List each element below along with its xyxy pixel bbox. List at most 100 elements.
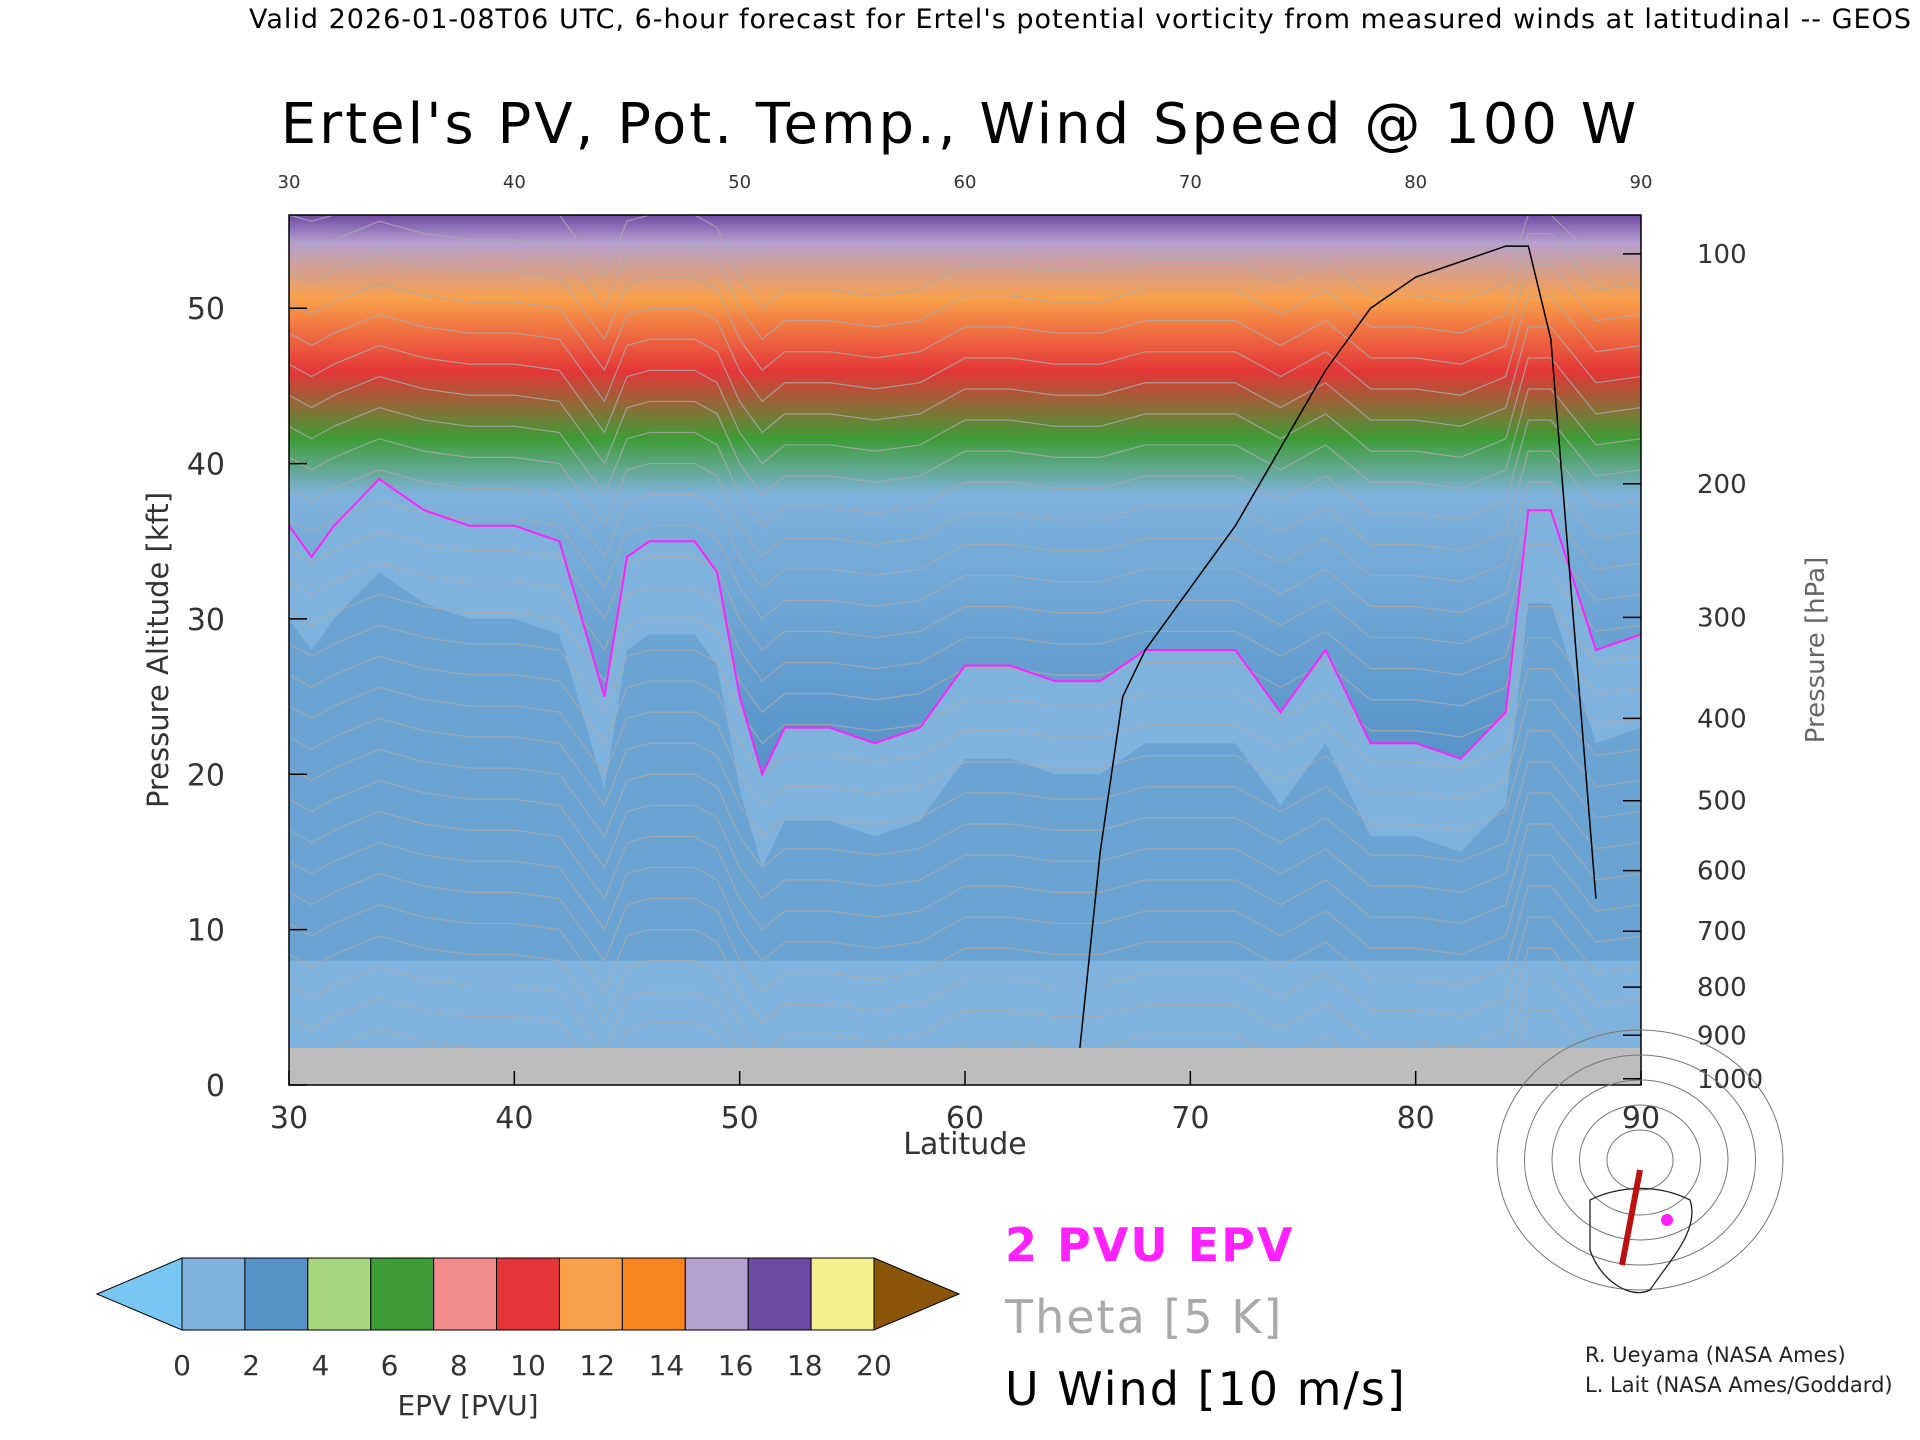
colorbar-tick-label: 20 [856,1349,892,1382]
theta-contour [289,215,1641,310]
legend-theta: Theta [5 K] [1005,1290,1284,1344]
x-axis-label: Latitude [903,1127,1026,1162]
y-tick-label: 20 [187,758,225,793]
theta-contour [289,810,1641,931]
pressure-tick-label: 800 [1697,973,1747,1003]
theta-contour [289,282,1641,403]
epv-troposphere-fill [289,479,1641,1085]
plot-title: Ertel's PV, Pot. Temp., Wind Speed @ 100… [280,92,1640,157]
theta-contour [289,717,1641,838]
map-graticule [1524,1054,1756,1266]
theta-contour [289,562,1641,682]
credits: R. Ueyama (NASA Ames) L. Lait (NASA Ames… [1585,1340,1893,1400]
credit-line-1: R. Ueyama (NASA Ames) [1585,1343,1846,1367]
pressure-tick-label: 900 [1697,1021,1747,1051]
plot-area [289,215,1641,1085]
colorbar-segment [558,1257,623,1331]
theta-contour [289,438,1641,558]
map-graticule [1606,1129,1674,1191]
theta-contour [289,251,1641,372]
theta-contour [289,935,1641,1055]
pv2-contour [289,477,1641,778]
y-tick-label: 40 [187,448,225,483]
pressure-tick-label: 200 [1697,470,1747,500]
y-tick-label: 30 [187,603,225,638]
pressure-tick-label: 300 [1697,603,1747,633]
theta-contour [289,313,1641,434]
theta-contour [289,469,1641,589]
credit-line-2: L. Lait (NASA Ames/Goddard) [1585,1373,1893,1397]
theta-contour [289,655,1641,776]
map-transect-line [1619,1169,1643,1266]
legend-wind: U Wind [10 m/s] [1005,1362,1407,1416]
theta-contour [289,779,1641,900]
x-tick-label-top: 40 [503,172,526,193]
colorbar-segment [684,1257,749,1331]
x-tick-label: 40 [495,1101,533,1136]
colorbar: 0 2 4 6 8 10 12 14 16 18 20 EPV [PVU] [95,1257,961,1422]
colorbar-tick-label: 16 [718,1349,754,1382]
colorbar-segment [810,1257,875,1331]
colorbar-segment [181,1257,246,1331]
colorbar-segment [621,1257,686,1331]
x-tick-label: 60 [946,1101,984,1136]
map-coastline [1589,1187,1693,1294]
y-axis-label: Pressure Altitude [kft] [141,492,175,808]
x-tick-label: 50 [721,1101,759,1136]
colorbar-segment [433,1257,498,1331]
epv-stratosphere-fill [289,215,1641,775]
theta-contour [289,873,1641,993]
x-tick-label-top: 30 [278,172,301,193]
theta-contour [289,686,1641,807]
colorbar-tick-label: 18 [787,1349,823,1382]
colorbar-segment [244,1257,309,1331]
pressure-tick-label: 1000 [1697,1065,1763,1095]
x-tick-label-top: 50 [728,172,751,193]
x-tick-label-top: 80 [1404,172,1427,193]
map-graticule [1551,1079,1729,1241]
theta-contour [289,842,1641,962]
colorbar-label: EPV [PVU] [397,1389,538,1422]
x-tick-label: 30 [270,1101,308,1136]
theta-contour [289,220,1641,341]
theta-contour [289,904,1641,1024]
colorbar-over-arrow [873,1257,961,1331]
colorbar-tick-label: 8 [450,1349,468,1382]
theta-contour [289,375,1641,496]
legend-pv: 2 PVU EPV [1005,1218,1295,1272]
colorbar-segment [370,1257,435,1331]
pressure-tick-label: 600 [1697,857,1747,887]
colorbar-tick-label: 10 [510,1349,546,1382]
x-tick-label-top: 90 [1630,172,1653,193]
colorbar-tick-label: 6 [381,1349,399,1382]
colorbar-tick-label: 2 [242,1349,260,1382]
y-axis-label-right: Pressure [hPa] [1801,557,1831,744]
colorbar-segment [307,1257,372,1331]
colorbar-tick-label: 4 [311,1349,329,1382]
pressure-tick-label: 400 [1697,704,1747,734]
pressure-tick-label: 100 [1697,240,1747,270]
colorbar-segment [747,1257,812,1331]
header-valid-text: Valid 2026-01-08T06 UTC, 6-hour forecast… [248,4,1912,35]
colorbar-under-arrow [95,1257,183,1331]
colorbar-tick-label: 0 [173,1349,191,1382]
theta-contour [289,344,1641,465]
y-tick-label: 10 [187,914,225,949]
u-wind-contour [1076,245,1597,1070]
theta-contour [289,1028,1641,1085]
map-background [1545,1155,1740,1300]
locator-map [1496,1029,1784,1300]
theta-contour [289,407,1641,527]
theta-contour [289,748,1641,869]
epv-low-band [289,572,1641,961]
colorbar-tick-label: 12 [579,1349,615,1382]
map-graticule [1579,1104,1701,1216]
x-tick-label-top: 60 [954,172,977,193]
y-tick-label: 50 [187,292,225,327]
theta-contour [289,593,1641,714]
map-graticule [1496,1029,1784,1291]
theta-contour [289,997,1641,1085]
theta-contour [289,624,1641,745]
colorbar-segment [496,1257,560,1331]
